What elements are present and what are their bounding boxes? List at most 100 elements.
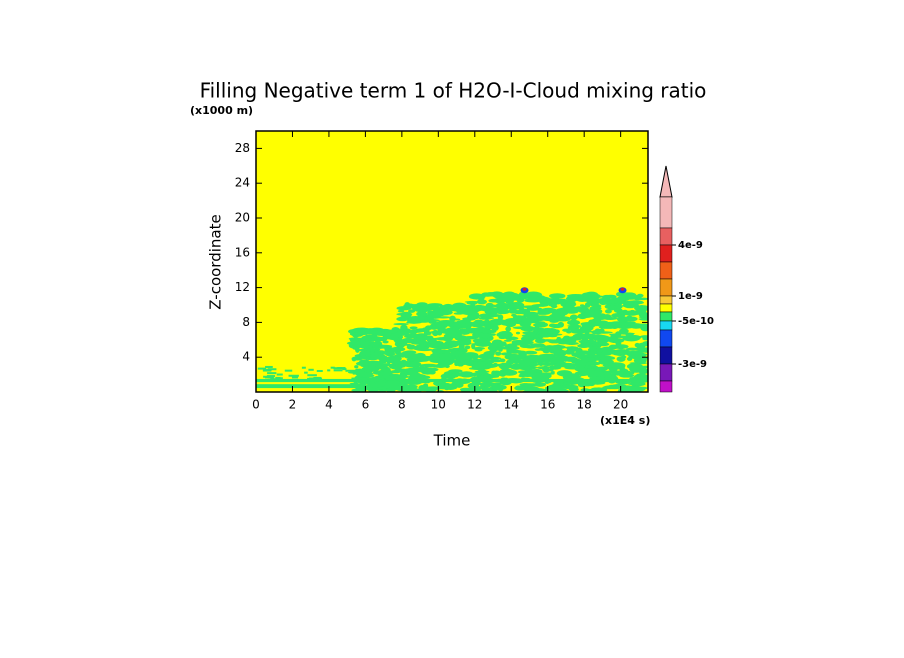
field-patch (333, 367, 342, 370)
field-patch (418, 385, 426, 391)
field-patch (439, 379, 451, 382)
field-patch (359, 359, 370, 364)
field-patch (358, 362, 370, 366)
x-tick-label: 2 (289, 398, 297, 412)
field-patch (400, 324, 408, 331)
field-patch (577, 381, 587, 388)
field-patch (433, 380, 447, 387)
plot-frame (255, 130, 649, 393)
field-patch (534, 322, 549, 328)
field-patch (640, 342, 646, 349)
field-patch (623, 386, 629, 392)
field-patch (505, 326, 512, 332)
field-patch (438, 305, 447, 311)
x-tick-label: 8 (398, 398, 406, 412)
field-patch (596, 353, 611, 356)
field-patch (490, 333, 496, 336)
field-patch (522, 331, 538, 335)
field-patch (570, 328, 587, 334)
field-patch (469, 361, 486, 366)
y-tick-label: 24 (235, 176, 250, 190)
field-patch (400, 373, 407, 380)
y-tick-label: 28 (235, 141, 250, 155)
field-patch (447, 329, 465, 336)
field-patch (403, 372, 421, 376)
field-patch (523, 369, 538, 374)
field-patch (599, 324, 608, 329)
field-patch (472, 338, 491, 344)
field-patch (547, 358, 564, 361)
field-patch (584, 354, 599, 358)
field-patch (591, 330, 603, 335)
field-patch (642, 305, 647, 311)
field-patch (637, 297, 648, 301)
field-patch (345, 369, 356, 372)
field-patch (475, 305, 487, 311)
field-patch (522, 287, 527, 291)
field-patch (620, 287, 625, 291)
field-patch (611, 370, 624, 376)
field-patch (390, 332, 402, 338)
field-patch (270, 378, 279, 381)
field-patch (548, 356, 554, 359)
x-tick-label: 6 (362, 398, 370, 412)
field-patch (313, 376, 322, 379)
field-patch (569, 374, 580, 380)
field-patch (502, 318, 520, 325)
field-patch (384, 352, 396, 357)
field-patch (575, 315, 592, 319)
field-patch (589, 380, 606, 385)
field-patch (542, 349, 550, 354)
field-patch (555, 344, 561, 348)
field-patch (607, 350, 613, 354)
colorbar-tick-label: 1e-9 (678, 291, 703, 302)
field-patch (511, 295, 521, 301)
field-patch (427, 303, 443, 307)
field-patch (351, 356, 363, 361)
field-patch (266, 375, 275, 378)
field-patch (571, 308, 579, 312)
field-patch (386, 387, 396, 392)
field-patch (443, 383, 458, 390)
field-patch (566, 330, 572, 334)
field-patch (555, 296, 563, 299)
field-patch (630, 354, 643, 358)
x-tick-label: 12 (467, 398, 482, 412)
field-patch (476, 299, 487, 305)
field-patch (404, 302, 410, 307)
field-patch (495, 371, 508, 375)
field-patch (459, 387, 472, 392)
field-patch (542, 365, 549, 372)
colorbar-swatch (659, 311, 673, 322)
field-patch (518, 360, 531, 367)
field-patch (481, 316, 495, 320)
field-patch (472, 332, 484, 338)
field-patch (265, 365, 273, 368)
field-patch (581, 333, 597, 339)
field-patch (427, 311, 433, 316)
field-patch (501, 346, 509, 350)
field-patch (548, 328, 555, 331)
field-patch (593, 366, 608, 372)
field-patch (570, 320, 576, 325)
field-patch (433, 309, 441, 313)
field-patch (268, 376, 275, 379)
field-patch (469, 358, 486, 362)
field-patch (509, 363, 523, 370)
field-patch (307, 374, 317, 377)
field-patch (636, 293, 644, 298)
field-patch (404, 367, 422, 374)
field-patch (357, 369, 362, 372)
field-patch (405, 388, 422, 392)
field-patch (489, 356, 502, 360)
field-patch (484, 305, 490, 310)
field-patch (596, 349, 603, 353)
field-patch (563, 349, 575, 355)
field-patch (406, 333, 419, 339)
field-patch (544, 378, 550, 385)
field-patch (457, 372, 476, 378)
field-patch (516, 340, 534, 345)
field-patch (561, 384, 579, 390)
colorbar-swatch (659, 363, 673, 382)
field-patch (416, 335, 426, 341)
